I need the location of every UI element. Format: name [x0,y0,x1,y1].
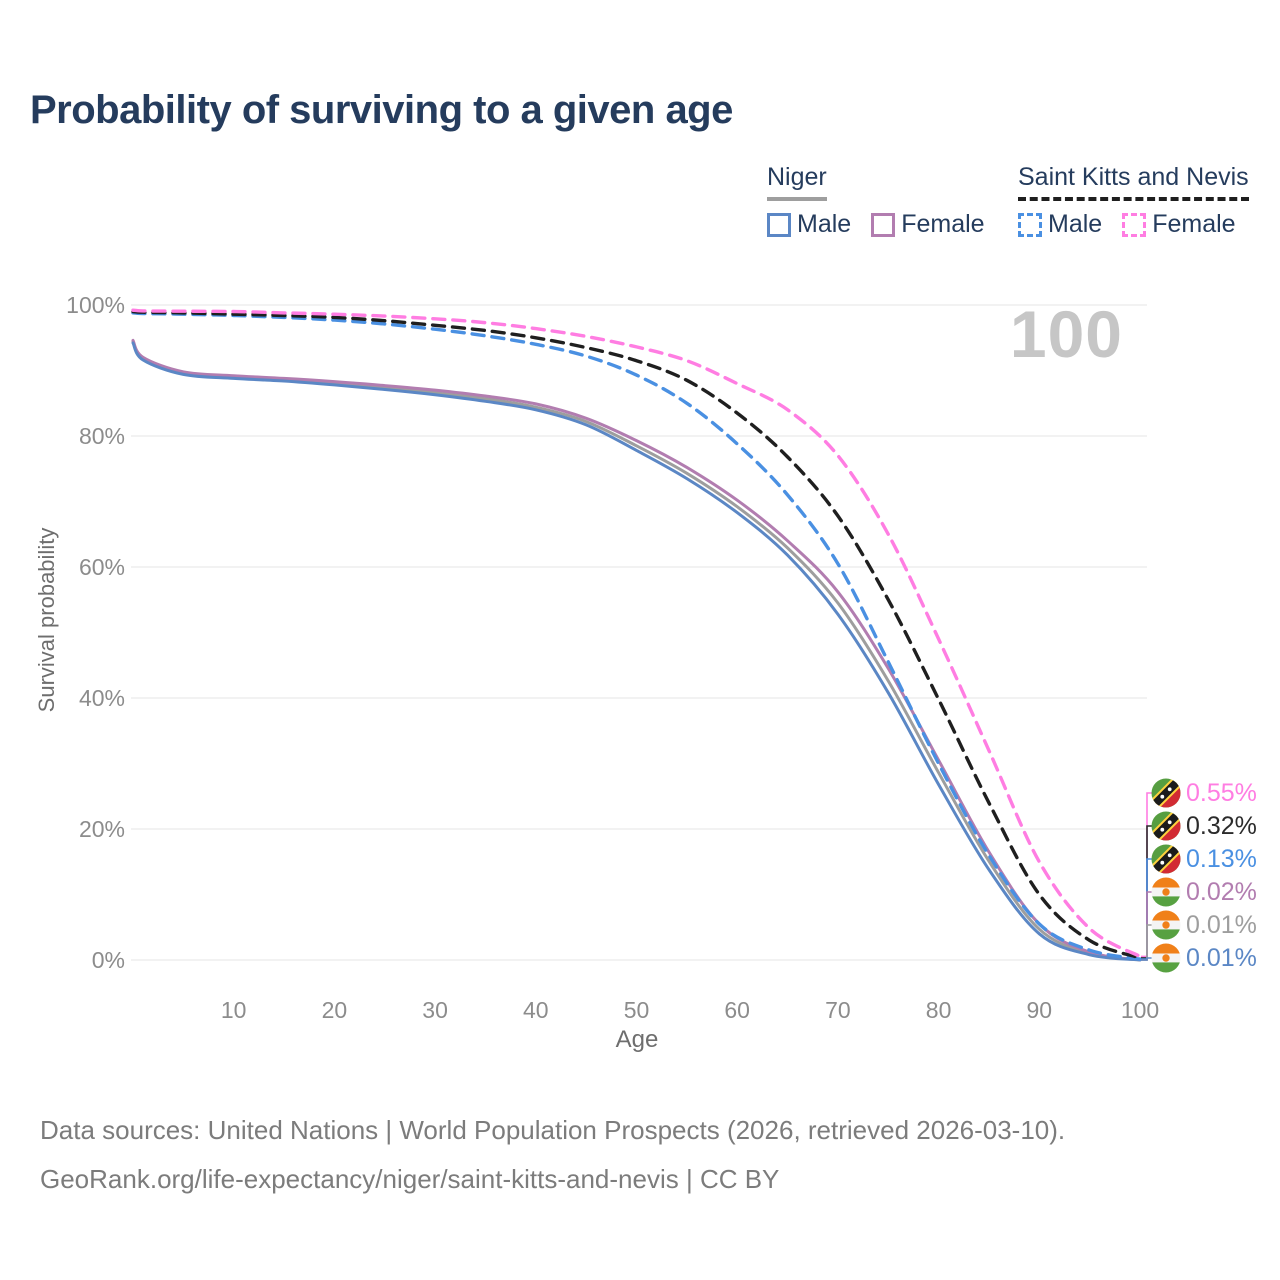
niger-flag-icon [1151,877,1181,907]
y-tick-40: 40% [79,685,125,711]
legend-group-saint-kitts-and-nevis: Saint Kitts and Nevis Male Female [1018,163,1249,239]
saint-kitts-and-nevis-flag-icon [1151,778,1181,808]
end-value-niger-female: 0.02% [1186,877,1257,906]
end-value-skn-male: 0.13% [1186,844,1257,873]
end-label-skn-female: 0.55% [1151,777,1257,809]
niger-female-swatch-icon [871,212,896,237]
connector-niger-male [1141,957,1152,961]
end-label-niger-male: 0.01% [1151,942,1257,974]
x-tick-30: 30 [422,997,448,1023]
legend-label-skn-male: Male [1048,210,1103,238]
end-label-niger-both: 0.01% [1151,909,1257,941]
curve-niger-male[interactable] [131,341,1142,962]
x-tick-70: 70 [825,997,851,1023]
y-tick-80: 80% [79,423,125,449]
legend-title-niger[interactable]: Niger [767,163,827,201]
legend-group-niger: Niger Male Female [767,163,985,239]
curve-skn-both[interactable] [131,309,1142,960]
end-label-skn-male: 0.13% [1151,843,1257,875]
x-tick-40: 40 [523,997,549,1023]
x-tick-90: 90 [1027,997,1053,1023]
legend-item-skn-male[interactable]: Male [1018,210,1102,239]
end-label-skn-both: 0.32% [1151,810,1257,842]
y-tick-0: 0% [92,947,125,973]
x-tick-100: 100 [1121,997,1159,1023]
age-watermark: 100 [1009,297,1123,371]
skn-male-swatch-icon [1018,212,1042,237]
niger-male-swatch-icon [767,212,791,237]
legend-title-saint-kitts-and-nevis[interactable]: Saint Kitts and Nevis [1018,163,1249,201]
page-title: Probability of surviving to a given age [30,88,733,132]
niger-flag-icon [1151,910,1181,940]
x-tick-80: 80 [926,997,952,1023]
end-value-skn-female: 0.55% [1186,778,1257,807]
x-tick-50: 50 [624,997,650,1023]
skn-female-swatch-icon [1122,212,1147,237]
x-tick-60: 60 [724,997,750,1023]
legend-label-niger-male: Male [797,210,852,238]
y-tick-100: 100% [66,292,125,318]
legend-item-skn-female[interactable]: Female [1122,210,1236,239]
data-sources-line: Data sources: United Nations | World Pop… [40,1115,1066,1145]
y-tick-60: 60% [79,554,125,580]
end-value-niger-both: 0.01% [1186,910,1257,939]
legend-items-niger: Male Female [767,210,985,239]
x-axis-title: Age [615,1026,659,1053]
saint-kitts-and-nevis-flag-icon [1151,844,1181,874]
x-tick-10: 10 [221,997,247,1023]
legend-items-saint-kitts-and-nevis: Male Female [1018,210,1249,239]
saint-kitts-and-nevis-flag-icon [1151,811,1181,841]
legend-item-niger-male[interactable]: Male [767,210,851,239]
niger-flag-icon [1151,943,1181,973]
x-tick-20: 20 [322,997,348,1023]
y-tick-20: 20% [79,816,125,842]
curve-niger-female[interactable] [131,338,1142,962]
attribution-line: GeoRank.org/life-expectancy/niger/saint-… [40,1164,780,1194]
end-value-niger-male: 0.01% [1186,943,1257,972]
legend-label-niger-female: Female [901,210,985,238]
curve-skn-female[interactable] [131,308,1142,959]
end-label-niger-female: 0.02% [1151,876,1257,908]
curve-skn-male[interactable] [131,311,1142,961]
legend-item-niger-female[interactable]: Female [871,210,985,239]
end-value-skn-both: 0.32% [1186,811,1257,840]
legend-label-skn-female: Female [1152,210,1236,238]
footer: Data sources: United Nations | World Pop… [40,1106,1065,1204]
